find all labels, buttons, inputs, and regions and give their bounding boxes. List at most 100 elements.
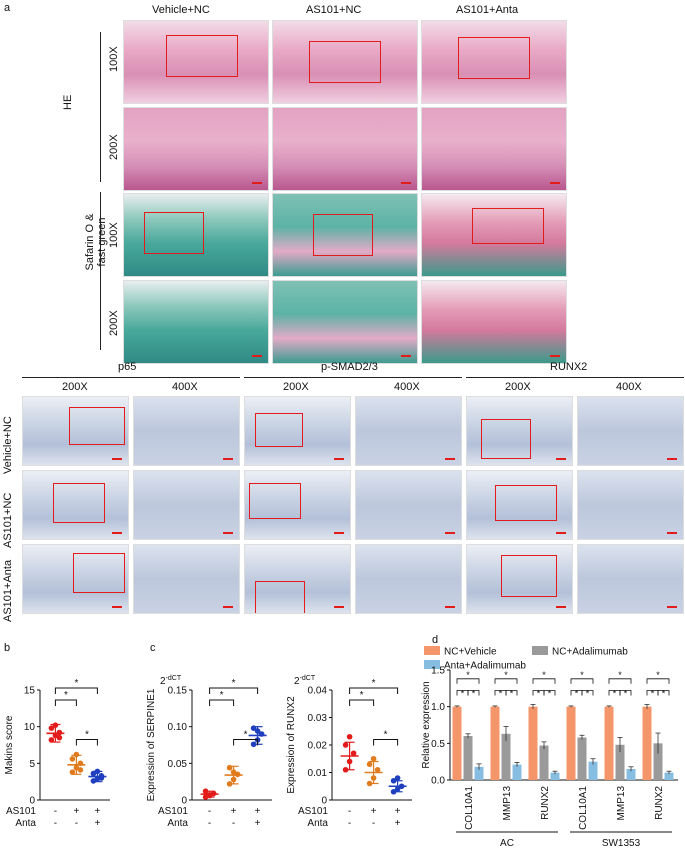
condition-value: - [208,818,211,829]
sig-star: * [504,670,508,680]
ihc-micrograph-r1-c4 [466,470,573,540]
sig-star: * [472,689,476,699]
x-category-label: MMP13 [616,786,627,821]
sig-bracket [532,678,556,684]
panel-a-letter: a [4,2,11,14]
bar [577,737,587,780]
legend-label: Anta+Adalimumab [444,661,526,672]
ihc-mag-runx2-200x: 200X [505,381,531,393]
x-category-label: MMP13 [502,786,513,821]
scale-bar [334,606,344,608]
sig-bracket [233,739,259,746]
bar [539,745,549,780]
sig-star: * [372,678,376,689]
sig-bracket [349,699,375,706]
condition-value: - [372,818,375,829]
micrograph-saf-200x-vehicle [123,280,269,364]
zoom-region-box [495,485,557,521]
ihc-mag-runx2-400x: 400X [616,381,642,393]
bar [528,706,538,780]
sig-bracket [505,690,518,696]
sig-bracket [456,678,480,684]
y-tick-label: 0.01 [308,768,328,779]
ihc-marker-p65: p65 [118,361,137,373]
chart-relative-expression: NC+Vehicle NC+Adalimumab Anta+Adalimumab 0.… [421,646,678,849]
ihc-row-label-as101: AS101+NC [2,492,14,548]
ihc-rule-psmad [244,377,462,378]
condition-row-label: Anta [167,818,188,829]
bar [490,706,500,780]
y-tick-label: 0 [321,796,327,807]
ihc-micrograph-r1-c0 [22,470,129,540]
bar [642,706,652,780]
scale-bar [445,458,455,460]
sig-star: * [461,689,465,699]
scale-bar [223,532,233,534]
micrograph-he-200x-anta [421,107,567,191]
ihc-micrograph-r0-c3 [355,396,462,466]
condition-value: - [75,818,78,829]
condition-row-label: AS101 [298,806,328,817]
ihc-micrograph-r2-c4 [466,544,573,614]
ihc-micrograph-r2-c2 [244,544,351,614]
scale-bar [223,458,233,460]
sig-bracket [467,690,480,696]
bar [566,706,576,780]
ihc-mag-p65-200x: 200X [62,381,88,393]
micrograph-he-100x-anta [421,20,567,104]
legend-swatch [532,646,548,655]
ihc-mag-p65-400x: 400X [172,381,198,393]
y-tick-label: 0.05 [168,759,188,770]
panel-b-letter: b [4,642,11,654]
condition-row-label: AS101 [6,806,36,817]
ihc-mag-psmad-400x: 400X [394,381,420,393]
micrograph-saf-100x-anta [421,193,567,277]
data-point [374,766,381,773]
group-label: SW1353 [602,838,641,849]
data-point [69,769,76,775]
sig-star: * [548,689,552,699]
sig-bracket [54,699,77,706]
bar [604,706,614,780]
data-point [342,742,349,748]
scale-bar [667,458,677,460]
scale-bar [445,532,455,534]
sig-star: * [624,689,628,699]
data-point [56,734,63,741]
micrograph-he-200x-vehicle [123,107,269,191]
bar [653,743,663,780]
scale-bar [112,606,122,608]
legend-swatch [424,660,440,669]
ihc-rule-runx2 [466,377,684,378]
sig-star: * [510,689,514,699]
micrograph-he-100x-vehicle [123,20,269,104]
column-header-as101-anta: AS101+Anta [456,4,519,16]
column-header-as101-nc: AS101+NC [306,4,362,16]
bar [512,764,522,780]
bar [474,766,484,780]
mag-label-he-200x: 200X [108,134,120,160]
zoom-region-box [255,581,305,613]
y-tick-label: 15 [24,686,36,697]
micrograph-saf-200x-anta [421,280,567,364]
ihc-micrograph-r2-c3 [355,544,462,614]
bar [550,772,560,780]
bar [463,736,473,780]
sig-star: * [360,690,364,701]
ihc-micrograph-r1-c3 [355,470,462,540]
y-tick-label: 1.5 [431,666,445,677]
sig-star: * [656,670,660,680]
zoom-region-box [249,483,301,519]
y-axis-label: Makins score [4,715,15,774]
safranin-bracket [100,192,101,350]
sig-bracket [657,690,670,696]
x-category-label: COL10A1 [578,786,589,830]
sig-star: * [586,689,590,699]
condition-row-label: Anta [307,818,328,829]
scale-bar [334,458,344,460]
condition-value: + [395,818,401,829]
data-point [346,733,353,740]
sig-bracket [619,690,632,696]
bar [664,772,674,780]
y-tick-label: 0.02 [308,741,328,752]
